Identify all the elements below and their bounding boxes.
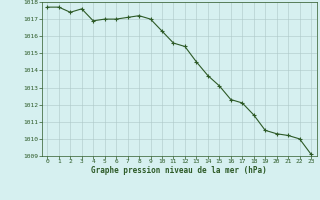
X-axis label: Graphe pression niveau de la mer (hPa): Graphe pression niveau de la mer (hPa) [91, 166, 267, 175]
